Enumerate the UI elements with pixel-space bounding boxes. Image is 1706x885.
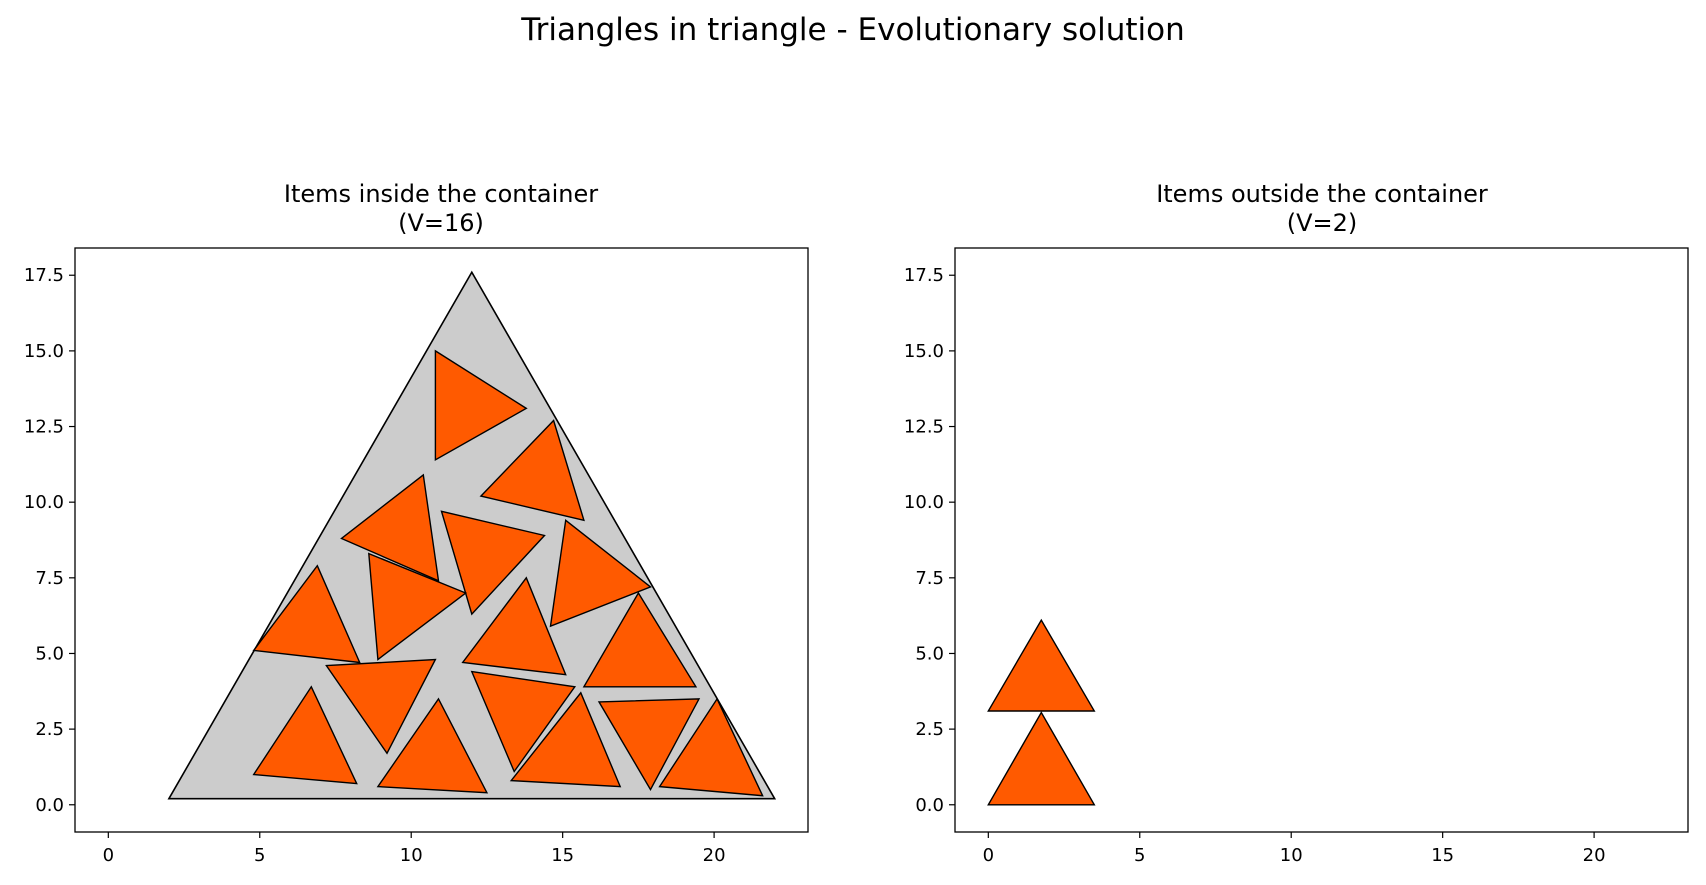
y-tick-label: 5.0 xyxy=(35,643,64,664)
y-tick-label: 12.5 xyxy=(24,417,64,438)
panel-title-outside: Items outside the container xyxy=(1156,180,1488,208)
y-tick-label: 17.5 xyxy=(904,265,944,286)
panel-subtitle-outside: (V=2) xyxy=(1287,209,1358,237)
inside-ticks: 0 5 10 15 20 0.0 2.5 5.0 7.5 10.0 12.5 15.0 17.5 xyxy=(24,265,726,866)
x-tick-label: 15 xyxy=(1431,845,1454,866)
y-tick-label: 17.5 xyxy=(24,265,64,286)
panel-items-outside: Items outside the container (V=2) 0 5 10 15… xyxy=(904,180,1689,866)
y-tick-label: 5.0 xyxy=(915,643,944,664)
y-tick-label: 15.0 xyxy=(24,341,64,362)
panel-title-inside: Items inside the container xyxy=(284,180,598,208)
x-tick-label: 15 xyxy=(551,845,574,866)
item-triangle-2 xyxy=(479,419,585,522)
y-tick-label: 2.5 xyxy=(915,719,944,740)
item-triangle-15 xyxy=(597,698,701,792)
outside-shapes xyxy=(987,618,1096,806)
item-triangle-3 xyxy=(340,473,440,582)
y-tick-label: 7.5 xyxy=(35,568,64,589)
y-tick-label: 10.0 xyxy=(904,492,944,513)
x-tick-label: 20 xyxy=(703,845,726,866)
y-tick-label: 15.0 xyxy=(904,341,944,362)
item-triangle-6 xyxy=(368,552,468,661)
y-tick-label: 10.0 xyxy=(24,492,64,513)
x-tick-label: 10 xyxy=(400,845,423,866)
y-tick-label: 0.0 xyxy=(35,795,64,816)
item-triangle-13 xyxy=(376,697,489,794)
item-triangle-2 xyxy=(987,711,1096,806)
panel-items-inside: Items inside the container (V=16) 0 5 10 15… xyxy=(24,180,809,866)
axes-frame-outside xyxy=(954,247,1689,833)
item-triangle-16 xyxy=(658,697,764,797)
y-tick-label: 12.5 xyxy=(904,417,944,438)
item-triangle-1 xyxy=(434,349,528,461)
item-triangle-4 xyxy=(440,510,546,616)
item-triangle-11 xyxy=(470,670,577,773)
x-tick-label: 0 xyxy=(103,845,114,866)
x-tick-label: 5 xyxy=(1134,845,1145,866)
x-tick-label: 5 xyxy=(254,845,265,866)
item-triangle-7 xyxy=(252,564,361,664)
y-tick-label: 7.5 xyxy=(915,568,944,589)
y-tick-label: 2.5 xyxy=(35,719,64,740)
figure-title: Triangles in triangle - Evolutionary sol… xyxy=(520,12,1185,48)
item-triangle-1 xyxy=(987,618,1096,712)
inside-shapes xyxy=(167,270,777,800)
x-tick-label: 10 xyxy=(1280,845,1303,866)
item-triangle-8 xyxy=(461,576,567,676)
outside-ticks: 0 5 10 15 20 0.0 2.5 5.0 7.5 10.0 12.5 15.0 17.5 xyxy=(904,265,1606,866)
panel-subtitle-inside: (V=16) xyxy=(398,209,484,237)
item-triangle-5 xyxy=(549,519,652,628)
y-tick-label: 0.0 xyxy=(915,795,944,816)
item-triangle-12 xyxy=(252,685,358,785)
x-tick-label: 0 xyxy=(983,845,994,866)
item-triangle-14 xyxy=(509,691,622,788)
item-triangle-9 xyxy=(582,591,698,688)
item-triangle-10 xyxy=(325,658,437,755)
x-tick-label: 20 xyxy=(1583,845,1606,866)
axes-frame-inside xyxy=(74,247,809,833)
